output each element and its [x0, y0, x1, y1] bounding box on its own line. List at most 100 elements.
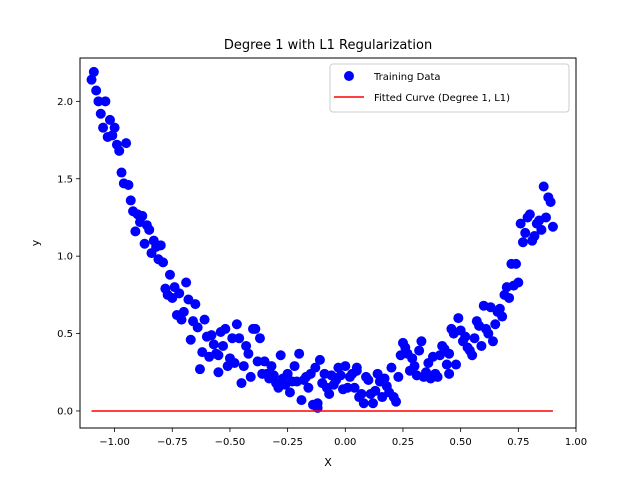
x-axis-ticks: −1.00 −0.75 −0.50 −0.25 0.00 0.25 0.50 0.75 1.00: [99, 428, 587, 448]
data-point: [130, 226, 141, 237]
data-point: [351, 362, 362, 373]
data-point: [213, 367, 224, 378]
data-point: [517, 237, 528, 248]
data-point: [98, 122, 109, 133]
data-point: [340, 361, 351, 372]
x-tick-label: −0.50: [215, 437, 246, 448]
y-axis-label: y: [29, 239, 42, 246]
data-point: [116, 167, 127, 178]
data-point: [208, 339, 219, 350]
data-point: [386, 362, 397, 373]
data-point: [490, 319, 501, 330]
x-tick-label: −1.00: [99, 437, 130, 448]
data-point: [476, 340, 487, 351]
data-point: [241, 340, 252, 351]
data-point: [185, 334, 196, 345]
data-point: [88, 66, 99, 77]
data-point: [238, 361, 249, 372]
data-point: [250, 323, 261, 334]
data-point: [529, 231, 540, 242]
data-point: [497, 311, 508, 322]
data-point: [487, 336, 498, 347]
data-point: [367, 398, 378, 409]
data-point: [252, 356, 263, 367]
data-point: [504, 292, 515, 303]
data-point: [86, 74, 97, 85]
data-point: [125, 195, 136, 206]
y-tick-label: 1.0: [57, 252, 73, 263]
data-point: [393, 371, 404, 382]
data-point: [178, 306, 189, 317]
data-point: [282, 368, 293, 379]
data-point: [538, 181, 549, 192]
data-point: [467, 350, 478, 361]
y-tick-label: 1.5: [57, 174, 73, 185]
data-point: [511, 258, 522, 269]
data-point: [93, 96, 104, 107]
data-point: [432, 371, 443, 382]
data-point: [536, 224, 547, 235]
data-point: [312, 398, 323, 409]
data-point: [199, 314, 210, 325]
x-tick-label: 1.00: [565, 437, 587, 448]
data-point: [206, 330, 217, 341]
data-point: [236, 378, 247, 389]
data-point: [229, 357, 240, 368]
data-point: [137, 210, 148, 221]
legend: Training Data Fitted Curve (Degree 1, L1…: [329, 63, 570, 113]
data-point: [95, 108, 106, 119]
data-point: [416, 336, 427, 347]
data-point: [194, 364, 205, 375]
data-point: [545, 196, 556, 207]
data-point: [284, 387, 295, 398]
data-point: [114, 145, 125, 156]
x-tick-label: 0.50: [450, 437, 472, 448]
data-point: [460, 331, 471, 342]
data-point: [268, 370, 279, 381]
legend-label-fitted-curve: Fitted Curve (Degree 1, L1): [374, 93, 510, 104]
data-point: [310, 362, 321, 373]
data-point: [220, 323, 231, 334]
data-point: [324, 388, 335, 399]
data-point: [349, 382, 360, 393]
data-point: [275, 350, 286, 361]
x-tick-label: −0.25: [272, 437, 303, 448]
data-point: [444, 368, 455, 379]
data-point: [181, 277, 192, 288]
x-tick-label: 0.75: [507, 437, 529, 448]
y-tick-label: 0.5: [57, 329, 73, 340]
data-point: [164, 269, 175, 280]
data-point: [483, 328, 494, 339]
data-point: [266, 361, 277, 372]
data-point: [158, 257, 169, 268]
data-point: [391, 396, 402, 407]
data-point: [379, 373, 390, 384]
data-point: [123, 179, 134, 190]
data-point: [155, 240, 166, 251]
data-point: [409, 361, 420, 372]
y-axis-ticks: 0.0 0.5 1.0 1.5 2.0: [57, 97, 80, 417]
data-point: [294, 348, 305, 359]
data-point: [515, 218, 526, 229]
data-point: [451, 359, 462, 370]
data-point: [441, 359, 452, 370]
data-point: [314, 354, 325, 365]
chart-title: Degree 1 with L1 Regularization: [224, 38, 432, 53]
data-point: [190, 299, 201, 310]
data-point: [213, 350, 224, 361]
data-point: [370, 385, 381, 396]
legend-box: [329, 63, 570, 113]
y-tick-label: 2.0: [57, 97, 73, 108]
data-point: [144, 224, 155, 235]
data-point: [91, 85, 102, 96]
data-point: [289, 361, 300, 372]
data-point: [109, 122, 120, 133]
data-point: [192, 322, 203, 333]
data-point: [407, 353, 418, 364]
data-point: [358, 398, 369, 409]
data-layer: [86, 66, 558, 413]
y-tick-label: 0.0: [57, 406, 73, 417]
data-point: [342, 382, 353, 393]
data-point: [139, 238, 150, 249]
